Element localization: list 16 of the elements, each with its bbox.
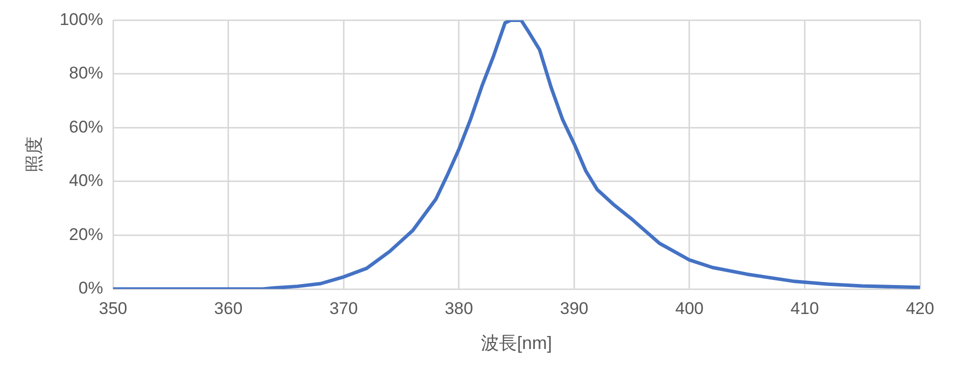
y-tick-label: 80% (69, 64, 104, 83)
x-tick-label: 400 (675, 298, 704, 318)
x-axis-title: 波長[nm] (481, 333, 552, 354)
y-tick-label: 20% (69, 224, 104, 244)
x-tick-label: 410 (790, 298, 819, 318)
x-tick-label: 370 (329, 298, 358, 318)
x-tick-label: 360 (214, 298, 243, 318)
x-tick-label: 420 (906, 298, 934, 318)
y-tick-label: 0% (78, 278, 104, 298)
y-tick-label: 60% (69, 117, 104, 136)
y-tick-label: 40% (69, 171, 104, 190)
x-tick-label: 350 (98, 298, 128, 318)
x-tick-label: 390 (560, 298, 588, 318)
y-axis-title: 照度 (24, 136, 44, 173)
x-tick-label: 380 (444, 298, 474, 318)
y-tick-label: 100% (60, 10, 104, 29)
